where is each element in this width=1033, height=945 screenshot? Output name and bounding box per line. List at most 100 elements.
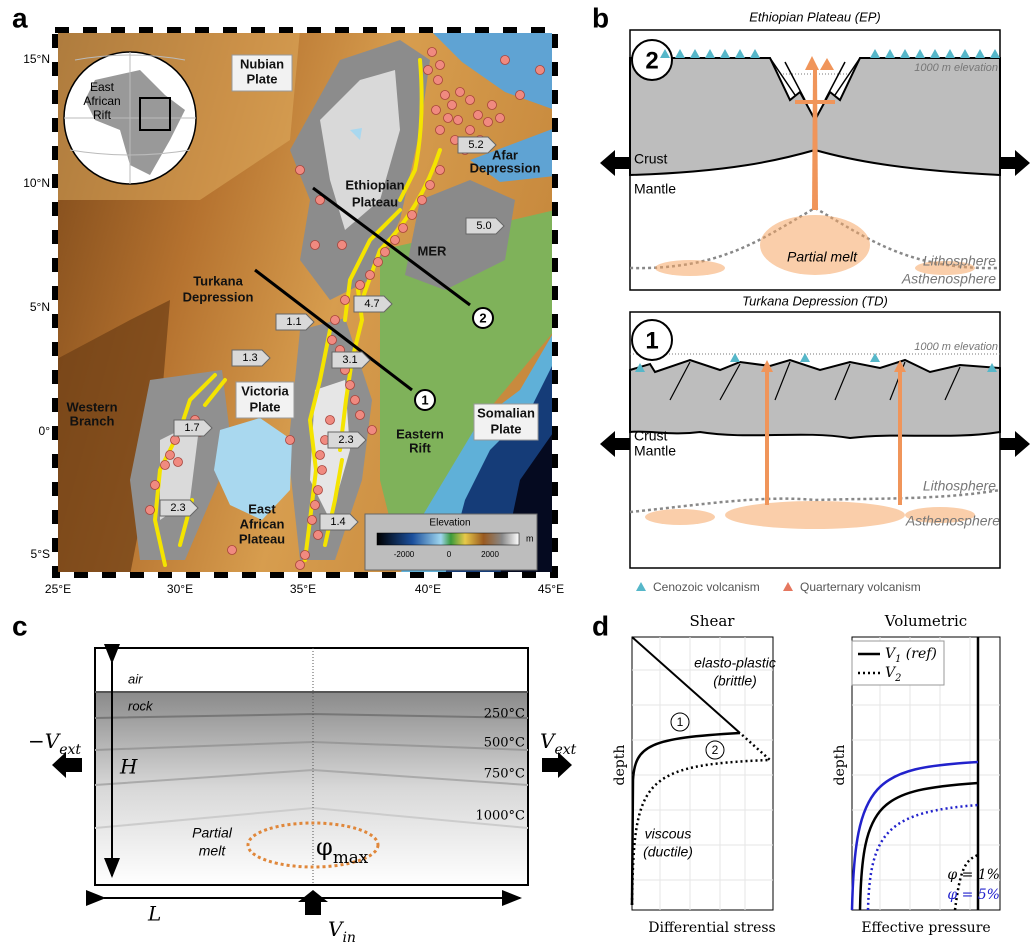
place-label: Branch	[70, 413, 115, 428]
rate-label: 2.3	[170, 502, 185, 514]
axis-label: Effective pressure	[861, 920, 990, 936]
panel-label: a	[12, 2, 28, 33]
dimension-label: H	[119, 755, 138, 779]
velocity-label-part: −V	[28, 729, 62, 753]
inset-label: Rift	[93, 108, 112, 122]
volcano-dot	[454, 116, 463, 125]
elevation-note: 1000 m elevation	[914, 62, 998, 74]
rate-label: 5.0	[476, 220, 491, 232]
melt-label: melt	[199, 843, 227, 859]
layer-label: Lithosphere	[923, 478, 996, 494]
place-label: Nubian	[240, 56, 284, 71]
volcano-dot	[424, 66, 433, 75]
rate-label: 2.3	[338, 434, 353, 446]
velocity-label: Vin	[328, 917, 356, 945]
plot-title: Shear	[690, 612, 736, 630]
shape	[95, 692, 528, 885]
volcano-dot	[418, 196, 427, 205]
volcano-dot	[366, 271, 375, 280]
section-marker: 1	[645, 327, 658, 354]
shape	[600, 431, 630, 457]
shape	[655, 260, 725, 276]
place-label: Depression	[183, 289, 254, 304]
volcano-dot	[391, 236, 400, 245]
inset-label: African	[83, 94, 120, 108]
volcano-dot	[456, 88, 465, 97]
phi-label-sub: max	[333, 847, 369, 867]
model-box	[52, 648, 572, 915]
lon-tick-label: 25°E	[45, 582, 71, 596]
volcano-dot	[351, 396, 360, 405]
volcano-dot	[151, 481, 160, 490]
place-label: Plate	[490, 421, 521, 436]
volcano-dot	[436, 166, 445, 175]
place-label: African	[240, 516, 285, 531]
volcano-dot	[516, 91, 525, 100]
volcano-dot	[448, 101, 457, 110]
volcano-dot	[408, 211, 417, 220]
volcano-dot	[311, 501, 320, 510]
volcano-dot	[488, 101, 497, 110]
place-label: Plateau	[352, 194, 398, 209]
volcano-triangle	[783, 582, 793, 591]
isotherm-label: 1000°C	[475, 809, 525, 824]
lat-tick-label: 15°N	[23, 52, 50, 66]
shape	[1000, 150, 1030, 176]
shape	[812, 70, 818, 210]
shape	[760, 215, 870, 275]
rate-label: 1.7	[184, 422, 199, 434]
place-label: Rift	[409, 440, 431, 455]
section-title: Turkana Depression (TD)	[742, 293, 888, 308]
lon-tick-label: 35°E	[290, 582, 316, 596]
axis-label: Differential stress	[648, 920, 775, 936]
legend-tick: -2000	[394, 550, 415, 559]
legend-label: Quarternary volcanism	[800, 580, 921, 594]
velocity-label: −Vext	[28, 729, 81, 759]
volcano-dot	[326, 416, 335, 425]
section-title: Ethiopian Plateau (EP)	[749, 9, 881, 24]
lat-tick-label: 10°N	[23, 176, 50, 190]
volcano-dot	[368, 426, 377, 435]
elevation-note: 1000 m elevation	[914, 341, 998, 353]
lon-tick-label: 30°E	[167, 582, 193, 596]
layer-label: rock	[128, 698, 154, 713]
shape	[795, 100, 835, 104]
volcano-dot	[428, 48, 437, 57]
panel-label: d	[592, 610, 609, 641]
legend-tick: 0	[447, 550, 452, 559]
phi-label: φ = 5%	[947, 887, 1000, 903]
volcano-dot	[301, 551, 310, 560]
volcano-dot	[318, 466, 327, 475]
place-label: Depression	[470, 160, 541, 175]
figure: abcd15°N10°N5°N0°5°S25°E30°E35°E40°E45°E…	[0, 0, 1033, 945]
layer-label: Mantle	[634, 443, 676, 459]
rate-label: 4.7	[364, 298, 379, 310]
panel-label: c	[12, 610, 28, 641]
volcano-dot	[426, 181, 435, 190]
volcano-dot	[296, 561, 305, 570]
rate-label: 1.4	[330, 516, 345, 528]
regime-label: elasto-plastic	[694, 655, 776, 671]
place-label: Somalian	[477, 405, 535, 420]
melt-label: Partial melt	[787, 249, 858, 265]
volcano-dot	[501, 56, 510, 65]
volcano-dot	[432, 106, 441, 115]
volcano-dot	[161, 461, 170, 470]
profile-number: 1	[421, 392, 428, 407]
shape	[298, 890, 328, 915]
curve-marker: 1	[677, 715, 684, 729]
lat-tick-label: 5°N	[30, 300, 50, 314]
volcano-dot	[328, 336, 337, 345]
shape	[377, 533, 519, 545]
volcano-dot	[466, 126, 475, 135]
place-label: MER	[418, 243, 448, 258]
volcano-dot	[286, 436, 295, 445]
layer-label: Crust	[634, 151, 668, 167]
dimension-label: L	[147, 902, 161, 926]
place-label: Plate	[249, 399, 280, 414]
shape	[1000, 431, 1030, 457]
phi-label-part: φ	[316, 833, 333, 861]
volcano-dot	[171, 436, 180, 445]
melt-label: Partial	[192, 825, 233, 841]
legend-unit: m	[526, 533, 534, 543]
